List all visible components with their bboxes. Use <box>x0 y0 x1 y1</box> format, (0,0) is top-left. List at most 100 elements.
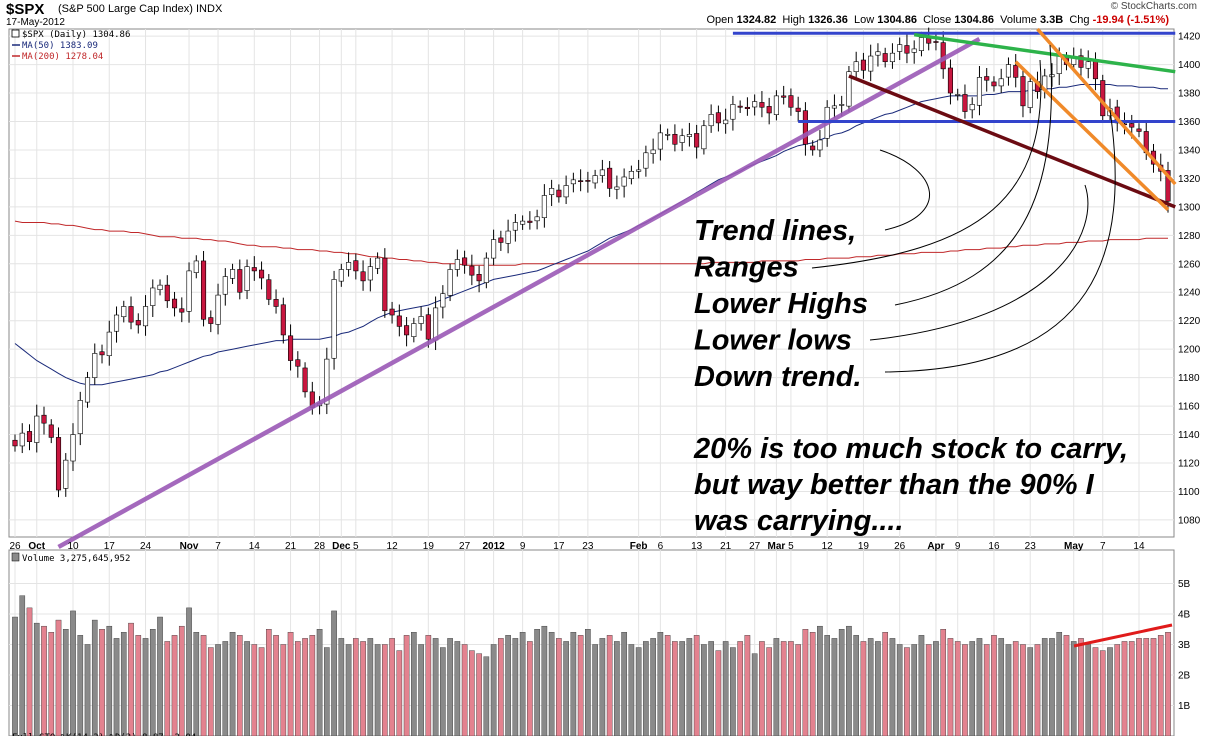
volume-bar <box>128 622 134 736</box>
date-axis-label: 24 <box>140 541 152 552</box>
volume-bar <box>331 610 337 736</box>
down-channel-upper <box>1036 27 1177 186</box>
candle-body <box>186 270 192 312</box>
volume-bar <box>976 638 983 736</box>
date-axis-label: 5 <box>353 541 359 552</box>
volume-bar <box>962 644 968 736</box>
volume-bar <box>983 644 990 736</box>
candle-body <box>266 279 272 300</box>
annotation-connector <box>894 44 1052 306</box>
annotation-connector <box>884 109 1116 373</box>
candle-body <box>26 431 33 442</box>
candle-body <box>599 169 605 176</box>
volume-bar <box>933 641 939 736</box>
chg-value: -19.94 (-1.51%) <box>1092 14 1169 26</box>
candle-body <box>128 306 134 323</box>
date-axis-label: 9 <box>520 541 526 552</box>
annotation-connector <box>879 149 930 231</box>
candle-body <box>527 220 533 223</box>
volume-bar <box>650 638 656 736</box>
volume-bar <box>447 638 453 736</box>
volume-bar <box>853 635 859 736</box>
volume-bar <box>519 632 526 736</box>
legend-entry: MA(200) 1278.04 <box>22 52 103 62</box>
volume-bar <box>120 632 127 736</box>
volume-bar <box>1150 638 1157 736</box>
open-value: 1324.82 <box>736 14 777 26</box>
candle-body <box>375 257 381 269</box>
candle-body <box>200 260 207 320</box>
candle-body <box>1085 61 1091 69</box>
volume-bar <box>614 641 620 736</box>
high-value: 1326.36 <box>808 14 848 26</box>
volume-bar <box>490 644 497 736</box>
candle-body <box>991 81 997 87</box>
volume-bar <box>403 635 410 736</box>
candle-body <box>694 133 700 148</box>
annotation-summary-line: Ranges <box>694 252 799 284</box>
volume-bar <box>26 607 33 736</box>
volume-bar <box>896 644 903 736</box>
trend-drawings <box>57 27 1177 648</box>
volume-bar <box>1092 647 1099 736</box>
candle-body <box>454 259 460 270</box>
candle-body <box>984 76 990 81</box>
date-axis-label: 12 <box>822 541 834 552</box>
volume-bar <box>287 632 294 736</box>
candle-body <box>773 95 779 115</box>
date-axis-label: 16 <box>988 541 1000 552</box>
volume-axis-label: 2B <box>1178 670 1191 681</box>
volume-bar <box>541 625 548 736</box>
candle-body <box>875 51 881 56</box>
volume-bar <box>904 647 910 736</box>
volume-bar <box>338 638 345 736</box>
chg-label: Chg <box>1069 14 1090 26</box>
volume-bar <box>1005 644 1012 736</box>
price-axis-label: 1360 <box>1178 117 1201 128</box>
candle-body <box>621 176 627 187</box>
volume-bar <box>171 635 178 736</box>
volume-bar <box>875 641 881 736</box>
date-axis-label: 21 <box>720 541 732 552</box>
volume-bar <box>77 635 84 736</box>
volume-bar <box>802 629 809 736</box>
candle-body <box>636 169 642 172</box>
date-axis-label: 26 <box>894 541 906 552</box>
volume-bar <box>41 625 47 736</box>
volume-bar <box>12 616 18 736</box>
volume-bar <box>200 635 207 736</box>
legend-entry: Volume 3,275,645,952 <box>22 554 130 564</box>
volume-bar <box>556 638 562 736</box>
volume-bar <box>367 638 374 736</box>
candle-body <box>48 424 54 438</box>
candle-body <box>962 94 968 112</box>
candle-body <box>404 325 410 336</box>
candle-body <box>686 133 692 137</box>
volume-bar <box>113 638 120 736</box>
candle-body <box>34 415 40 443</box>
volume-bar <box>657 632 664 736</box>
volume-bar <box>62 629 69 736</box>
candle-body <box>295 359 301 367</box>
volume-bar <box>295 641 301 736</box>
volume-bar <box>991 635 997 736</box>
annotation-note-line: 20% is too much stock to carry, <box>693 433 1128 465</box>
volume-bar <box>751 653 758 736</box>
annotation-summary-line: Lower Highs <box>694 288 868 320</box>
candle-body <box>164 284 170 302</box>
candle-body <box>1013 65 1019 78</box>
volume-bar <box>621 632 627 736</box>
candle-body <box>744 106 750 109</box>
candle-body <box>382 257 388 312</box>
date-axis-label: 14 <box>249 541 261 552</box>
volume-bar <box>635 647 642 736</box>
volume-bar <box>940 629 947 736</box>
legend-swatch <box>11 29 20 38</box>
lower-highs-line <box>913 32 1176 74</box>
volume-bar <box>309 635 316 736</box>
date-axis-label: 7 <box>1100 541 1106 552</box>
candle-body <box>498 237 504 243</box>
date-axis-label: 12 <box>387 541 399 552</box>
volume-bar <box>106 625 113 736</box>
